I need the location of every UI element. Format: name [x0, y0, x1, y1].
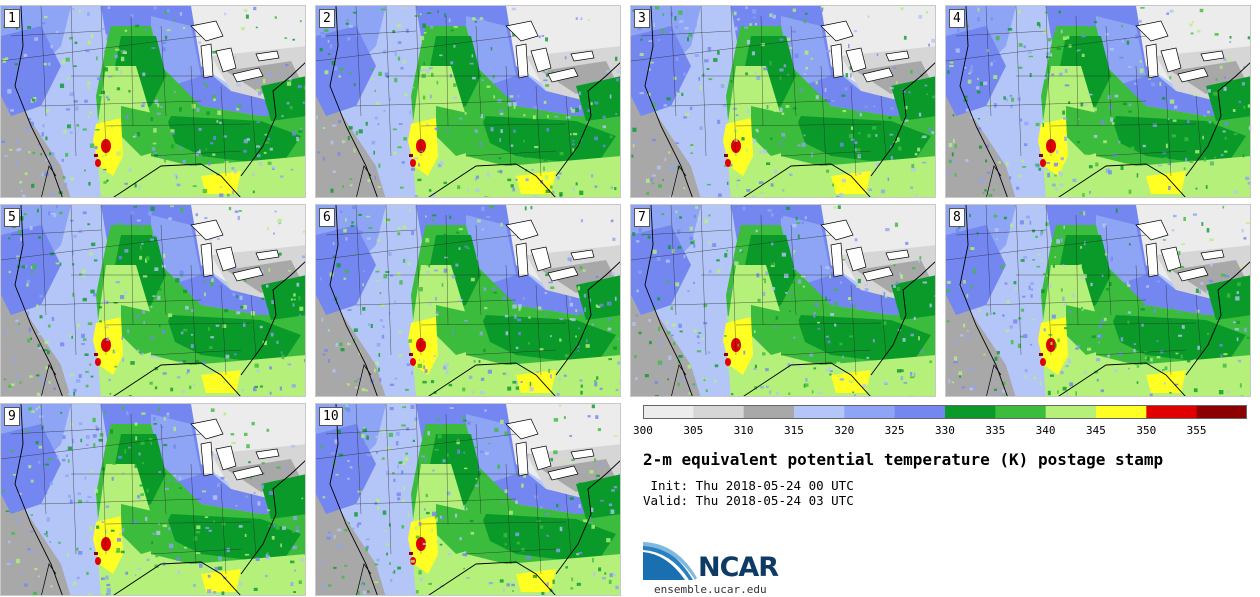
- colorbar-tick-label: 355: [1186, 424, 1207, 437]
- equivalent-potential-temperature-map: [946, 6, 1250, 197]
- member-number-label: 2: [319, 9, 335, 28]
- equivalent-potential-temperature-map: [946, 205, 1250, 396]
- colorbar-segment: [844, 405, 896, 419]
- equivalent-potential-temperature-map: [1, 6, 305, 197]
- equivalent-potential-temperature-map: [316, 404, 620, 595]
- valid-time: Valid: Thu 2018-05-24 03 UTC: [643, 493, 854, 508]
- site-url: ensemble.ucar.edu: [654, 583, 767, 596]
- colorbar-tick-label: 340: [1035, 424, 1056, 437]
- colorbar-segment: [1196, 405, 1247, 419]
- colorbar-tick-label: 350: [1136, 424, 1157, 437]
- colorbar-tick-label: 320: [834, 424, 855, 437]
- member-number-label: 3: [634, 9, 650, 28]
- colorbar-segment: [1045, 405, 1097, 419]
- colorbar-tick-label: 310: [733, 424, 754, 437]
- colorbar-tick-label: 315: [784, 424, 804, 437]
- colorbar-segment: [945, 405, 996, 419]
- ncar-logo-icon: [643, 542, 697, 580]
- colorbar-segment: [693, 405, 745, 419]
- colorbar-segment: [643, 405, 694, 419]
- equivalent-potential-temperature-map: [631, 205, 935, 396]
- map-panel: 5: [0, 204, 306, 397]
- map-panel: 7: [630, 204, 936, 397]
- map-panel: 6: [315, 204, 621, 397]
- colorbar-tick-label: 305: [683, 424, 704, 437]
- member-number-label: 4: [949, 9, 965, 28]
- colorbar-segment: [894, 405, 946, 419]
- ncar-logo-text: NCAR: [698, 552, 779, 583]
- equivalent-potential-temperature-map: [316, 205, 620, 396]
- map-panel: 8: [945, 204, 1251, 397]
- map-panel: 2: [315, 5, 621, 198]
- map-panel: 10: [315, 403, 621, 596]
- map-panel: 3: [630, 5, 936, 198]
- colorbar-segment: [995, 405, 1047, 419]
- chart-title: 2-m equivalent potential temperature (K)…: [643, 450, 1164, 469]
- map-panel: 9: [0, 403, 306, 596]
- init-time: Init: Thu 2018-05-24 00 UTC: [643, 478, 854, 493]
- colorbar-segment: [794, 405, 845, 419]
- colorbar-segment: [1096, 405, 1147, 419]
- colorbar-tick-label: 300: [633, 424, 653, 437]
- equivalent-potential-temperature-map: [316, 6, 620, 197]
- colorbar-tick-label: 335: [985, 424, 1006, 437]
- member-number-label: 6: [319, 208, 335, 227]
- member-number-label: 1: [4, 9, 20, 28]
- equivalent-potential-temperature-map: [631, 6, 935, 197]
- colorbar: [643, 405, 1247, 419]
- member-number-label: 9: [4, 407, 20, 426]
- colorbar-segment: [1146, 405, 1198, 419]
- member-number-label: 7: [634, 208, 650, 227]
- colorbar-tick-label: 325: [884, 424, 905, 437]
- member-number-label: 5: [4, 208, 20, 227]
- map-panel: 1: [0, 5, 306, 198]
- colorbar-tick-label: 345: [1086, 424, 1106, 437]
- member-number-label: 8: [949, 208, 965, 227]
- equivalent-potential-temperature-map: [1, 205, 305, 396]
- map-panel: 4: [945, 5, 1251, 198]
- colorbar-tick-label: 330: [935, 424, 955, 437]
- equivalent-potential-temperature-map: [1, 404, 305, 595]
- member-number-label: 10: [319, 407, 343, 426]
- colorbar-segment: [743, 405, 795, 419]
